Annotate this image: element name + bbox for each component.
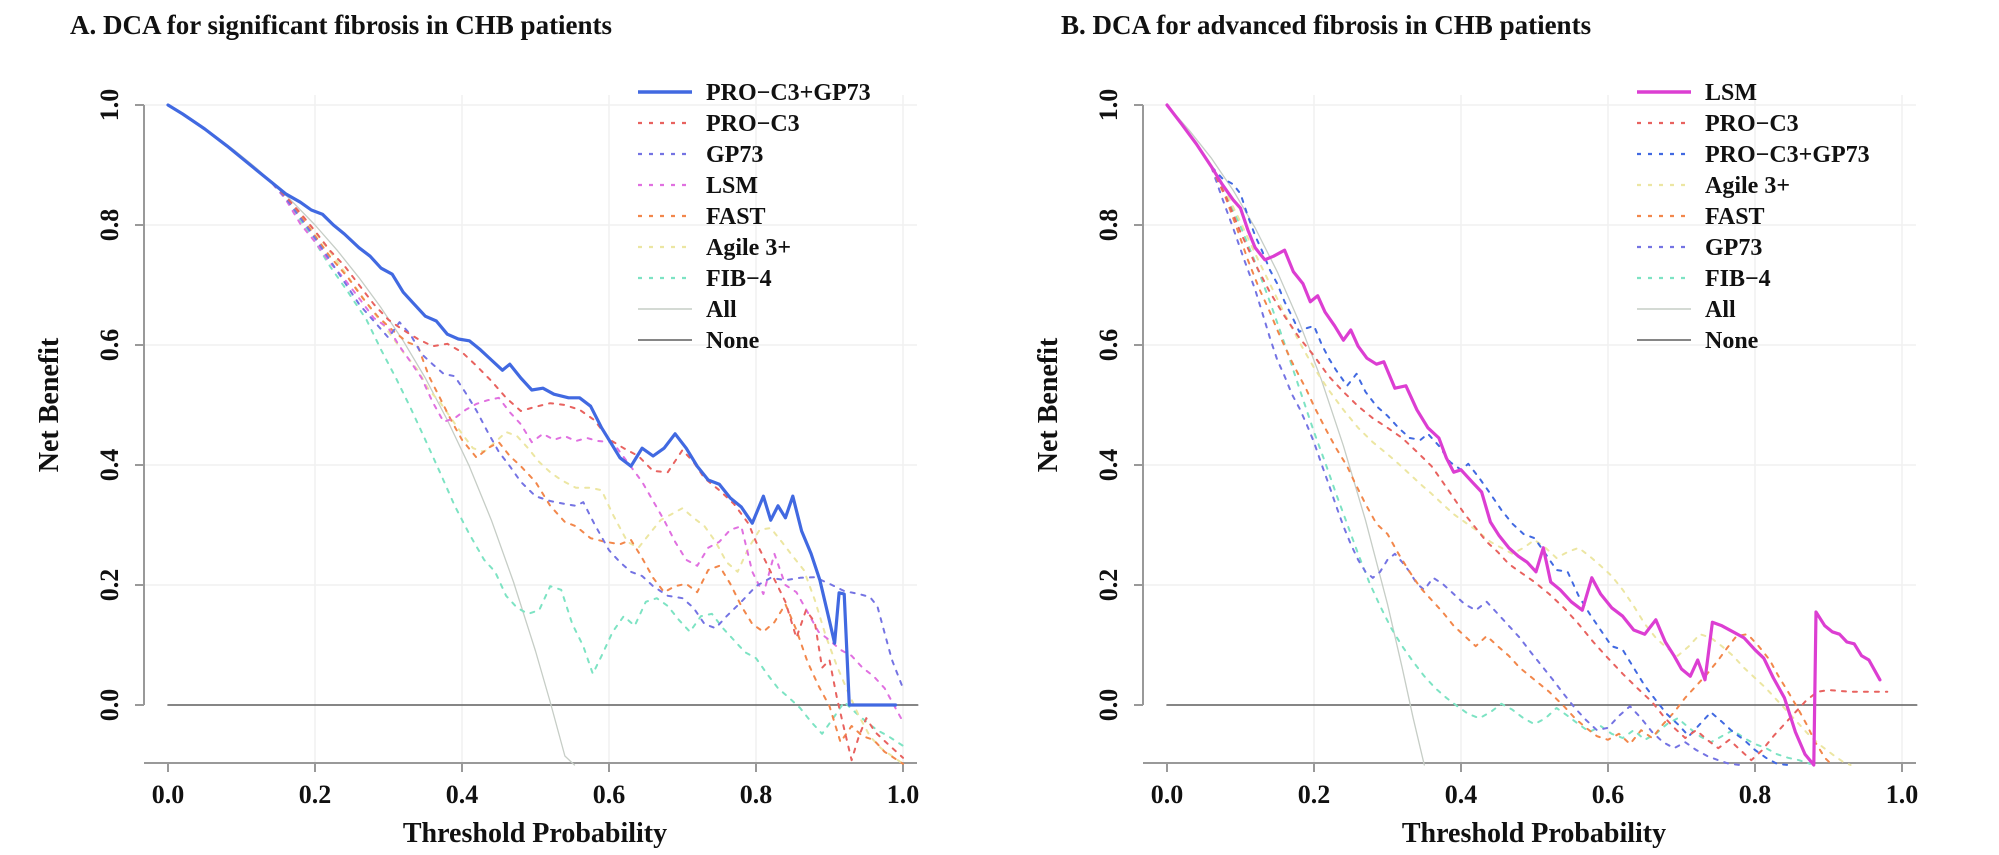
curves bbox=[166, 103, 919, 766]
y-tick-label: 0.2 bbox=[1094, 569, 1123, 602]
legend-item: None bbox=[638, 328, 760, 354]
series-path-PRO−C3+GP73 bbox=[166, 103, 898, 707]
legend-item: Agile 3+ bbox=[1637, 173, 1790, 199]
y-tick-label: 0.6 bbox=[1094, 329, 1123, 362]
legend-item: FIB−4 bbox=[1637, 266, 1771, 292]
series-path-GP73 bbox=[167, 104, 904, 690]
panel-b: B. DCA for advanced fibrosis in CHB pati… bbox=[999, 0, 1998, 855]
legend-label-FAST: FAST bbox=[1705, 204, 1765, 230]
legend-item: FIB−4 bbox=[638, 266, 772, 292]
legend-label-GP73: GP73 bbox=[1705, 235, 1762, 261]
legend-item: LSM bbox=[638, 173, 758, 199]
series-path-PRO−C3 bbox=[167, 104, 904, 762]
panel-a: A. DCA for significant fibrosis in CHB p… bbox=[0, 0, 999, 855]
series-path-FIB−4 bbox=[167, 104, 904, 747]
panel-b-title: B. DCA for advanced fibrosis in CHB pati… bbox=[1061, 10, 1591, 40]
legend-label-LSM: LSM bbox=[706, 173, 758, 199]
legend-item: All bbox=[638, 297, 737, 323]
legend-label-FIB−4: FIB−4 bbox=[706, 266, 772, 292]
legend-label-PRO−C3: PRO−C3 bbox=[1705, 111, 1799, 137]
series-path-Agile 3+ bbox=[167, 104, 904, 765]
x-tick-label: 0.4 bbox=[446, 780, 479, 809]
x-tick-label: 0.8 bbox=[1739, 780, 1772, 809]
legend-label-None: None bbox=[1705, 328, 1759, 354]
legend: PRO−C3+GP73 PRO−C3 GP73 LSM FAST Agile 3+ FIB−… bbox=[638, 80, 871, 354]
legend-label-FIB−4: FIB−4 bbox=[1705, 266, 1771, 292]
legend-label-PRO−C3+GP73: PRO−C3+GP73 bbox=[1705, 142, 1870, 168]
series-path-FAST bbox=[167, 104, 904, 765]
series-path-LSM bbox=[167, 104, 904, 723]
legend-label-LSM: LSM bbox=[1705, 80, 1757, 106]
axes: 0.0 0.2 0.4 0.6 0.8 1.0 0.0 0.2 0.4 0.6 0.8 1.0 bbox=[1094, 89, 1918, 809]
y-tick-label: 0.8 bbox=[95, 209, 124, 242]
legend-item: PRO−C3 bbox=[638, 111, 800, 137]
y-tick-label: 0.6 bbox=[95, 329, 124, 362]
x-tick-label: 0.4 bbox=[1445, 780, 1478, 809]
legend-item: Agile 3+ bbox=[638, 235, 791, 261]
legend: LSM PRO−C3 PRO−C3+GP73 Agile 3+ FAST GP73 FIB−… bbox=[1637, 80, 1870, 354]
series-path-LSM bbox=[1165, 103, 1882, 767]
panel-b-ylabel: Net Benefit bbox=[1033, 337, 1064, 472]
legend-item: PRO−C3+GP73 bbox=[1637, 142, 1870, 168]
y-tick-label: 0.0 bbox=[95, 689, 124, 722]
legend-item: GP73 bbox=[1637, 235, 1762, 261]
legend-item: None bbox=[1637, 328, 1759, 354]
legend-item: PRO−C3+GP73 bbox=[638, 80, 871, 106]
panel-a-ylabel: Net Benefit bbox=[34, 337, 65, 472]
legend-label-All: All bbox=[1705, 297, 1736, 323]
legend-label-All: All bbox=[706, 297, 737, 323]
legend-item: LSM bbox=[1637, 80, 1757, 106]
x-tick-label: 0.2 bbox=[299, 780, 332, 809]
x-tick-label: 1.0 bbox=[887, 780, 920, 809]
curves bbox=[1165, 103, 1918, 767]
legend-item: All bbox=[1637, 297, 1736, 323]
series-path-PRO−C3+GP73 bbox=[1166, 104, 1790, 766]
y-tick-label: 0.8 bbox=[1094, 209, 1123, 242]
legend-label-PRO−C3: PRO−C3 bbox=[706, 111, 800, 137]
legend-label-Agile 3+: Agile 3+ bbox=[1705, 173, 1790, 199]
legend-label-Agile 3+: Agile 3+ bbox=[706, 235, 791, 261]
panel-a-title: A. DCA for significant fibrosis in CHB p… bbox=[70, 10, 612, 40]
panel-a-xlabel: Threshold Probability bbox=[403, 818, 667, 849]
panel-a-chart: A. DCA for significant fibrosis in CHB p… bbox=[34, 10, 919, 849]
gridlines bbox=[1143, 95, 1916, 763]
legend-label-None: None bbox=[706, 328, 760, 354]
y-tick-label: 0.2 bbox=[95, 569, 124, 602]
y-tick-label: 0.0 bbox=[1094, 689, 1123, 722]
y-tick-label: 0.4 bbox=[95, 449, 124, 482]
series-path-GP73 bbox=[1166, 104, 1742, 766]
legend-item: FAST bbox=[1637, 204, 1765, 230]
series-path-PRO−C3 bbox=[1166, 104, 1889, 762]
legend-item: GP73 bbox=[638, 142, 763, 168]
y-tick-label: 1.0 bbox=[1094, 89, 1123, 122]
series-path-FAST bbox=[1166, 104, 1834, 766]
x-tick-label: 0.0 bbox=[1151, 780, 1184, 809]
gridlines bbox=[144, 95, 917, 763]
series-path-All bbox=[1166, 104, 1425, 766]
legend-label-GP73: GP73 bbox=[706, 142, 763, 168]
x-tick-label: 0.2 bbox=[1298, 780, 1331, 809]
x-tick-label: 1.0 bbox=[1886, 780, 1919, 809]
legend-label-PRO−C3+GP73: PRO−C3+GP73 bbox=[706, 80, 871, 106]
axes: 0.0 0.2 0.4 0.6 0.8 1.0 0.0 0.2 0.4 0.6 0.8 1.0 bbox=[95, 89, 919, 809]
y-tick-label: 0.4 bbox=[1094, 449, 1123, 482]
panel-b-chart: B. DCA for advanced fibrosis in CHB pati… bbox=[1033, 10, 1918, 849]
series-path-All bbox=[167, 104, 576, 766]
x-tick-label: 0.0 bbox=[152, 780, 185, 809]
panel-b-xlabel: Threshold Probability bbox=[1402, 818, 1666, 849]
legend-label-FAST: FAST bbox=[706, 204, 766, 230]
series-path-Agile 3+ bbox=[1166, 104, 1852, 766]
x-tick-label: 0.8 bbox=[740, 780, 773, 809]
x-tick-label: 0.6 bbox=[593, 780, 626, 809]
legend-item: FAST bbox=[638, 204, 766, 230]
y-tick-label: 1.0 bbox=[95, 89, 124, 122]
legend-item: PRO−C3 bbox=[1637, 111, 1799, 137]
x-tick-label: 0.6 bbox=[1592, 780, 1625, 809]
